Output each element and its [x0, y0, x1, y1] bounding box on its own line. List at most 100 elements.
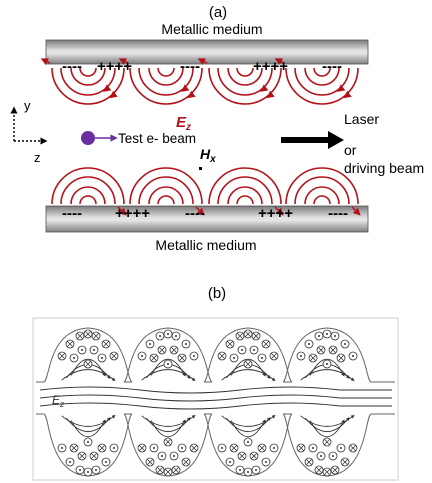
dot-symbol	[171, 331, 181, 341]
dot-symbol	[243, 437, 253, 447]
top-field-arc	[70, 67, 106, 86]
axes-indicator	[10, 106, 48, 145]
lower-cell-arc	[305, 417, 350, 433]
dot-symbol	[322, 329, 332, 339]
bottom-charge-3: ----	[185, 205, 205, 222]
dot-symbol	[181, 339, 191, 349]
top-field-loops	[40, 58, 359, 105]
dot-symbol	[77, 345, 87, 355]
dot-symbol	[328, 451, 338, 461]
axial-field-line	[39, 394, 392, 402]
cross-symbol	[336, 353, 346, 363]
dot-symbol	[322, 359, 332, 369]
top-charge-3: ----	[180, 58, 200, 75]
bottom-field-arc	[285, 167, 359, 205]
dot-symbol	[249, 345, 259, 355]
cross-symbol	[225, 339, 235, 349]
dot-symbol	[314, 331, 324, 341]
bottom-field-loops	[51, 167, 361, 216]
dot-symbol	[261, 457, 271, 467]
cross-symbol	[91, 331, 101, 341]
cross-symbol	[65, 339, 75, 349]
lower-cell-arc	[146, 417, 191, 433]
cross-symbol	[177, 353, 187, 363]
cross-symbol	[181, 457, 191, 467]
bottom-field-arc	[313, 195, 331, 205]
bottom-medium-label: Metallic medium	[155, 237, 256, 253]
top-field-arc	[304, 67, 340, 86]
electron-bunch	[81, 131, 95, 145]
cross-symbol	[316, 345, 326, 355]
dot-symbol	[89, 345, 99, 355]
lower-cell-arc	[150, 419, 186, 438]
cross-symbol	[257, 443, 267, 453]
bottom-field-arc	[148, 186, 184, 205]
cross-symbol	[296, 443, 306, 453]
bottom-field-arc	[138, 176, 194, 205]
top-field-arrowhead	[103, 84, 112, 92]
top-field-arc	[236, 67, 254, 77]
top-field-arrowhead	[181, 84, 190, 92]
lower-cell-arc	[141, 414, 196, 427]
bottom-wall	[36, 413, 395, 477]
hx-dot	[199, 167, 202, 170]
cross-symbol	[109, 351, 119, 361]
upper-cell-arc	[70, 358, 106, 377]
bottom-field-tip	[117, 206, 127, 216]
top-field-arrowhead	[343, 90, 352, 99]
lower-cell-arc	[230, 419, 266, 438]
bottom-charge-1: ----	[62, 205, 82, 222]
bottom-charge-5: ----	[328, 205, 348, 222]
bottom-field-arc	[294, 176, 350, 205]
dot-symbol	[155, 331, 165, 341]
dot-symbol	[83, 467, 93, 477]
cross-symbol	[169, 345, 179, 355]
dot-symbol	[149, 443, 159, 453]
dot-symbol	[137, 351, 147, 361]
bottom-charge-4: ++++	[258, 205, 293, 222]
top-field-arc	[217, 67, 273, 96]
cross-symbol	[157, 345, 167, 355]
dot-symbol	[91, 465, 101, 475]
dot-symbol	[229, 353, 239, 363]
top-field-arc	[294, 67, 350, 96]
laser-label-line1: Laser	[344, 111, 379, 127]
upper-cell-arc	[141, 369, 196, 382]
dot-symbol	[269, 443, 279, 453]
cross-symbol	[171, 465, 181, 475]
bottom-field-tip	[195, 206, 205, 216]
top-field-arc	[208, 67, 282, 105]
top-field-arrowhead	[266, 90, 275, 99]
dot-symbol	[237, 345, 247, 355]
cross-symbol	[322, 437, 332, 447]
top-field-arc	[129, 67, 203, 105]
bottom-field-arc	[60, 176, 116, 205]
cross-symbol	[97, 443, 107, 453]
lower-cell-arc	[61, 414, 116, 427]
top-field-arc	[138, 67, 194, 96]
bottom-field-arc	[208, 167, 282, 205]
upper-cell-arc	[300, 369, 355, 382]
top-field-arrowhead	[260, 84, 269, 92]
dot-symbol	[75, 465, 85, 475]
top-field-arrowhead	[337, 84, 346, 92]
dot-symbol	[316, 451, 326, 461]
upper-cell-arc	[221, 369, 276, 382]
bottom-field-arc	[79, 195, 97, 205]
bottom-field-arc	[51, 167, 125, 205]
lower-cell-arc	[221, 414, 276, 427]
axis-z-label: z	[34, 150, 41, 165]
cross-symbol	[155, 465, 165, 475]
upper-cell-arc	[230, 358, 266, 377]
dot-symbol	[69, 353, 79, 363]
cross-symbol	[101, 339, 111, 349]
dot-symbol	[257, 353, 267, 363]
top-charge-1: ----	[62, 58, 82, 75]
cross-symbol	[77, 451, 87, 461]
dot-symbol	[57, 443, 67, 453]
top-field-arc	[227, 67, 263, 86]
top-field-arc	[148, 67, 184, 86]
bottom-charge-2: ++++	[115, 205, 150, 222]
cross-symbol	[243, 329, 253, 339]
dot-symbol	[217, 443, 227, 453]
